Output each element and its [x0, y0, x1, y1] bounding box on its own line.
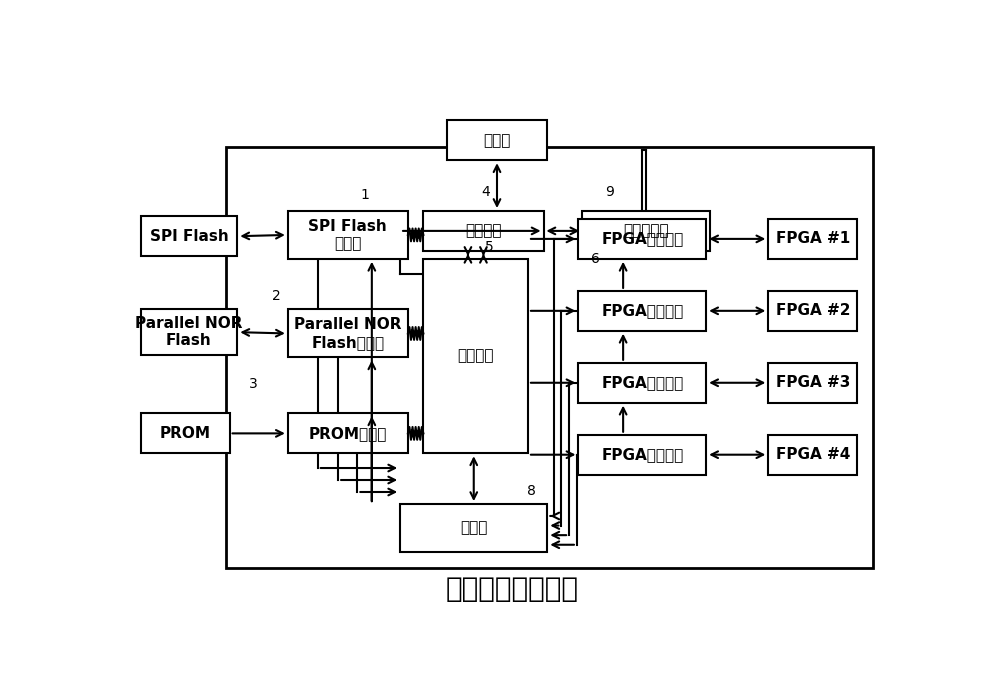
Text: 3: 3 [248, 377, 257, 391]
FancyBboxPatch shape [578, 291, 706, 331]
Text: 6: 6 [591, 252, 600, 266]
FancyBboxPatch shape [288, 309, 408, 358]
Text: Parallel NOR
Flash控制器: Parallel NOR Flash控制器 [294, 317, 402, 349]
FancyBboxPatch shape [578, 219, 706, 259]
Text: 上位机: 上位机 [483, 133, 511, 148]
Text: SPI Flash: SPI Flash [150, 229, 228, 244]
Text: FPGA接口模块: FPGA接口模块 [601, 303, 683, 318]
Text: 2: 2 [272, 289, 280, 303]
Text: SPI Flash
控制器: SPI Flash 控制器 [308, 219, 387, 251]
Text: FPGA接口模块: FPGA接口模块 [601, 447, 683, 462]
Text: 4: 4 [481, 185, 490, 199]
Text: 串口模块: 串口模块 [465, 224, 502, 239]
FancyBboxPatch shape [768, 219, 857, 259]
FancyBboxPatch shape [423, 211, 544, 251]
Text: Parallel NOR
Flash: Parallel NOR Flash [135, 316, 243, 348]
Text: 8: 8 [527, 484, 536, 498]
Text: 配置回读刷新电路: 配置回读刷新电路 [446, 575, 579, 603]
Text: 5: 5 [485, 240, 494, 254]
Text: FPGA #4: FPGA #4 [776, 447, 850, 462]
FancyBboxPatch shape [400, 504, 547, 552]
FancyBboxPatch shape [768, 435, 857, 475]
Text: 数据通路: 数据通路 [457, 349, 494, 363]
FancyBboxPatch shape [140, 413, 230, 453]
FancyBboxPatch shape [768, 291, 857, 331]
FancyBboxPatch shape [288, 211, 408, 259]
FancyBboxPatch shape [447, 120, 547, 161]
FancyBboxPatch shape [288, 413, 408, 453]
Text: PROM: PROM [160, 426, 211, 441]
FancyBboxPatch shape [578, 363, 706, 403]
FancyBboxPatch shape [423, 259, 528, 453]
Text: FPGA接口模块: FPGA接口模块 [601, 375, 683, 390]
FancyBboxPatch shape [226, 147, 873, 568]
FancyBboxPatch shape [140, 309, 237, 355]
Text: FPGA #2: FPGA #2 [776, 303, 850, 318]
Text: 状态机: 状态机 [460, 520, 487, 536]
Text: FPGA #1: FPGA #1 [776, 231, 850, 246]
FancyBboxPatch shape [578, 435, 706, 475]
FancyBboxPatch shape [582, 211, 710, 251]
FancyBboxPatch shape [768, 363, 857, 403]
Text: PROM控制器: PROM控制器 [309, 426, 387, 441]
Text: FPGA接口模块: FPGA接口模块 [601, 231, 683, 246]
FancyBboxPatch shape [140, 216, 237, 256]
Text: 1: 1 [361, 188, 370, 202]
Text: FPGA #3: FPGA #3 [776, 375, 850, 390]
Text: 配置寄存器: 配置寄存器 [623, 224, 669, 239]
Text: 9: 9 [605, 185, 614, 199]
